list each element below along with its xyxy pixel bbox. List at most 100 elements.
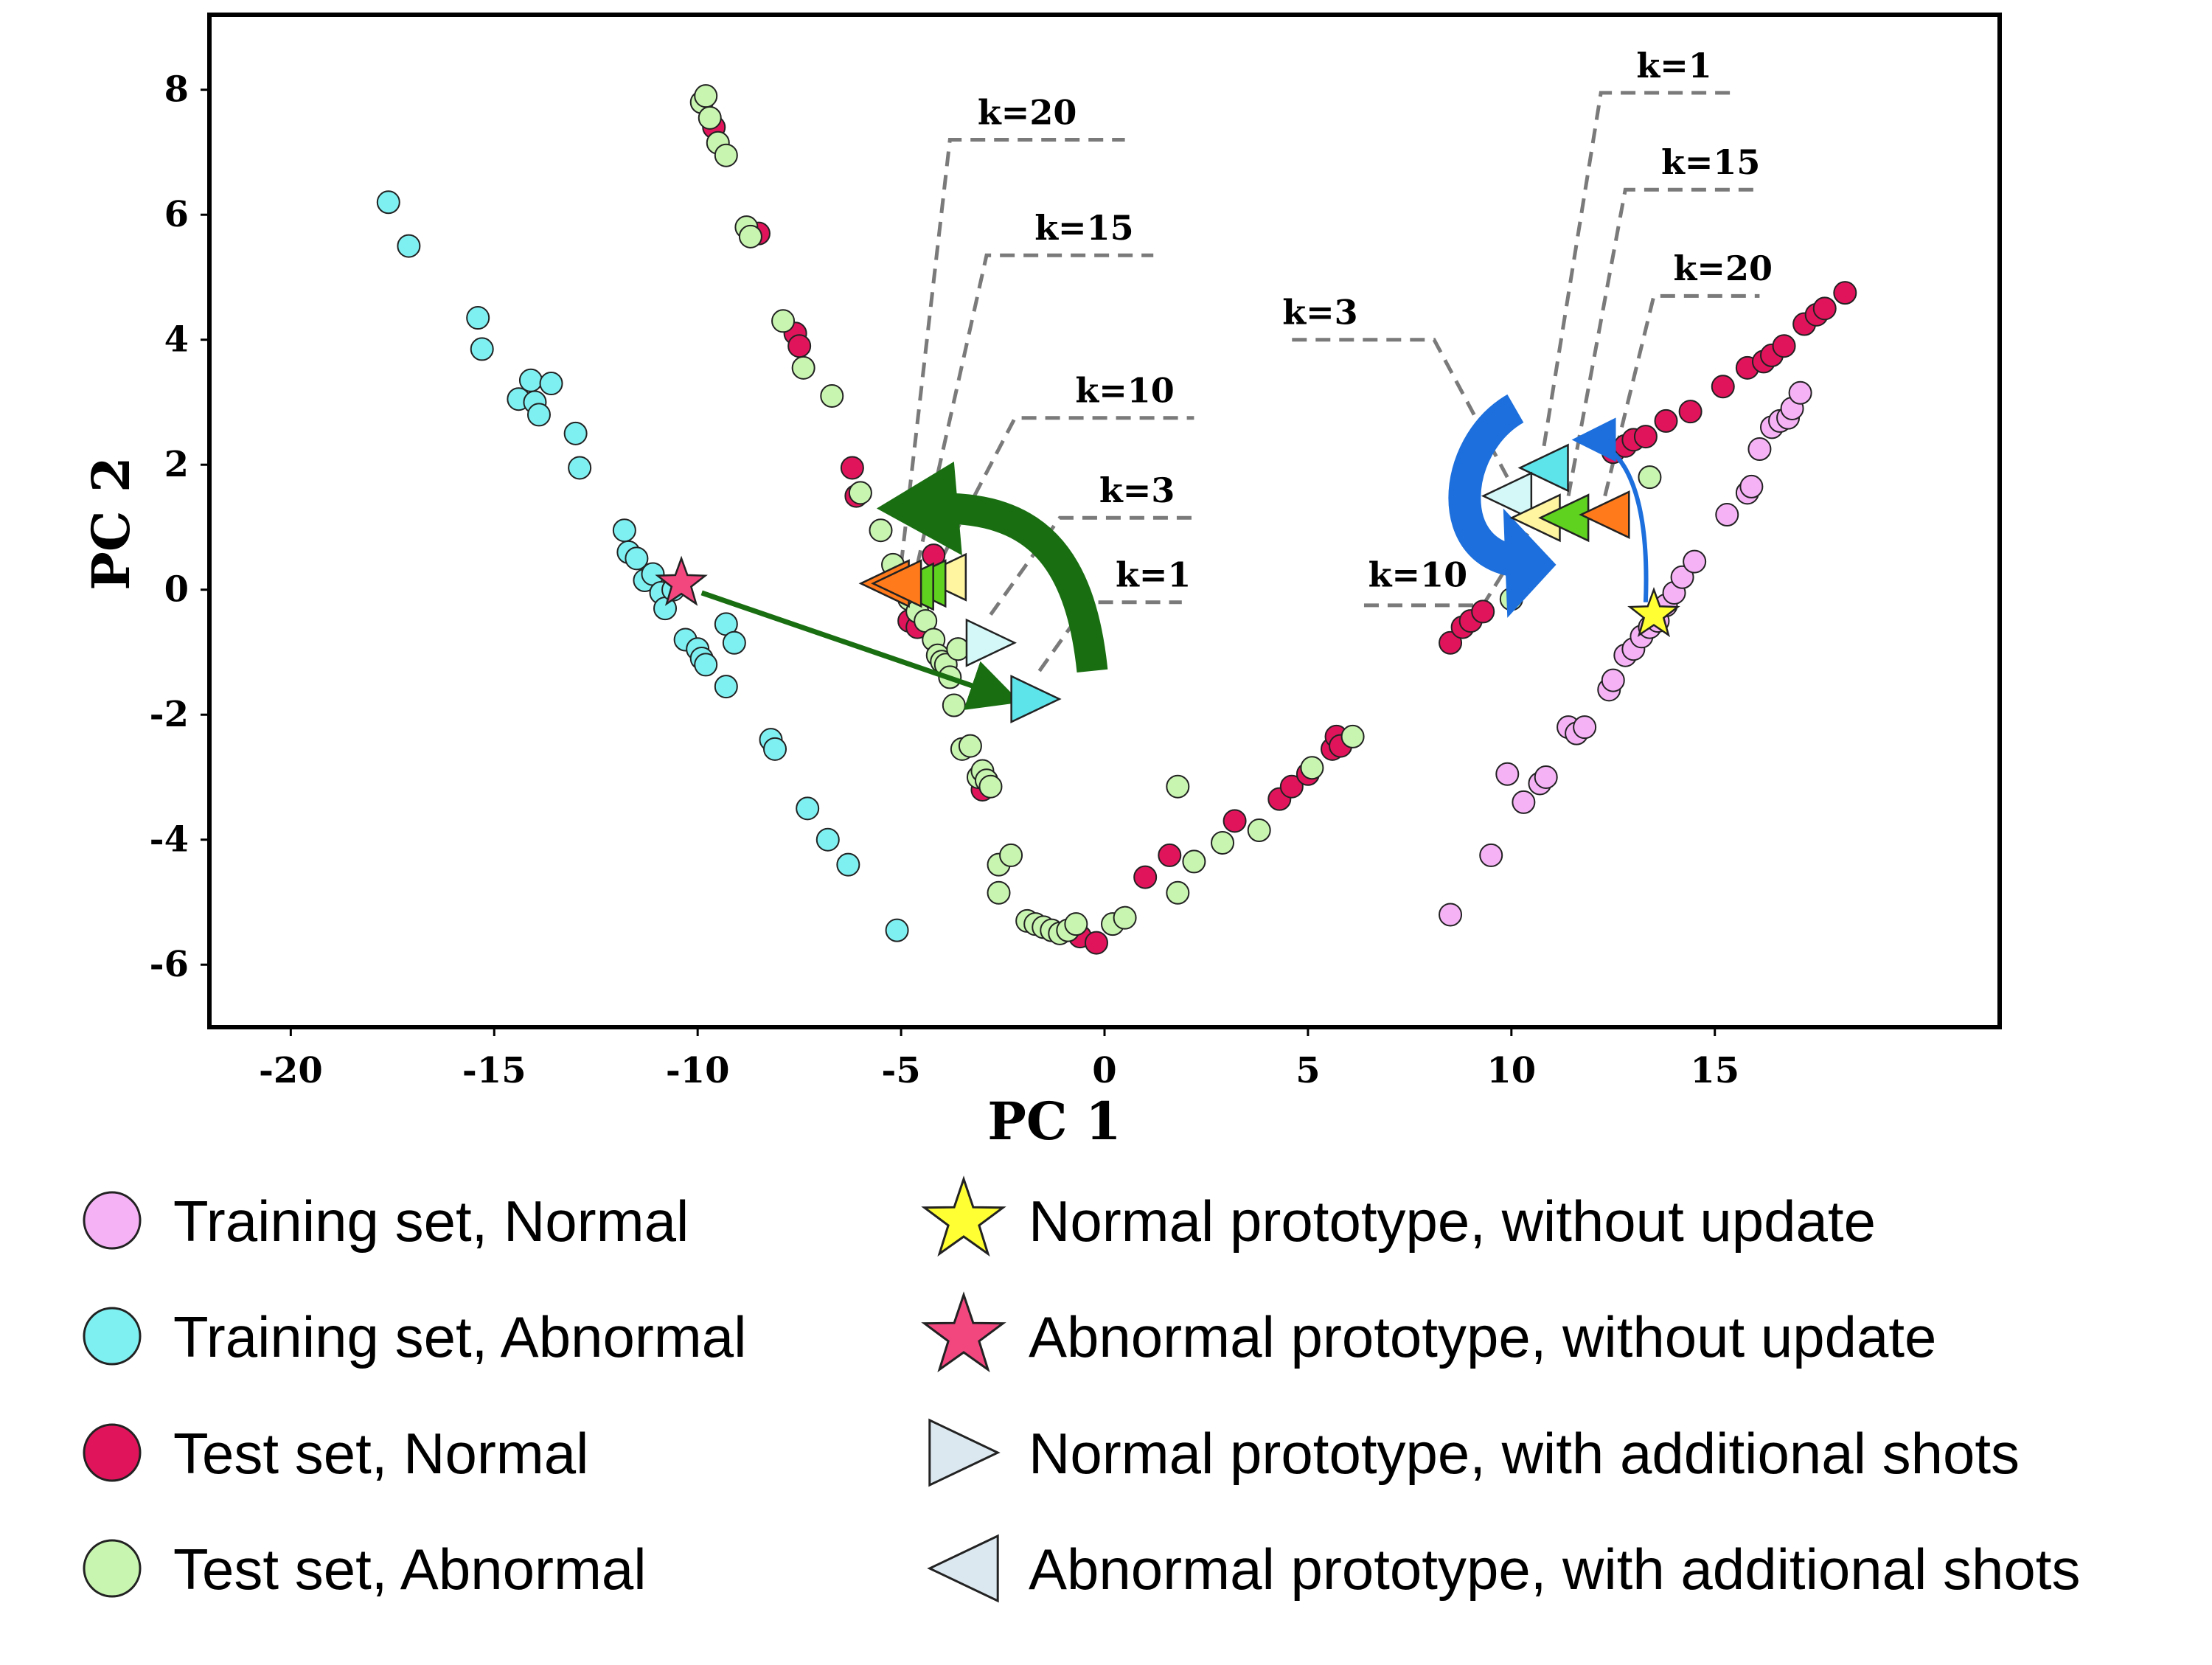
point-train-normal	[1495, 762, 1520, 786]
legend-triangle-swatch	[928, 1418, 1001, 1487]
blue-curved-arrow-head	[1503, 508, 1557, 618]
x-tick-label: -5	[881, 1050, 920, 1091]
point-test-abnormal	[978, 774, 1003, 799]
legend-star-swatch	[921, 1175, 1006, 1257]
legend-label: Training set, Abnormal	[173, 1304, 747, 1369]
point-train-abnormal	[625, 546, 649, 571]
k-label: k=20	[978, 92, 1077, 132]
y-tick-label: -6	[150, 944, 189, 985]
legend-label: Test set, Abnormal	[173, 1537, 647, 1602]
k-label: k=20	[1674, 248, 1773, 288]
point-train-normal	[1683, 549, 1707, 574]
k-leader-line	[1542, 91, 1736, 447]
point-test-abnormal	[958, 734, 982, 758]
point-test-abnormal	[1211, 830, 1235, 855]
y-tick-label: 6	[164, 194, 189, 235]
k-label: k=10	[1075, 370, 1174, 410]
point-test-abnormal	[1182, 849, 1206, 874]
point-train-abnormal	[563, 421, 588, 445]
point-train-abnormal	[714, 675, 738, 699]
point-train-abnormal	[796, 796, 820, 821]
point-test-abnormal	[999, 843, 1023, 867]
point-test-abnormal	[698, 105, 722, 130]
point-train-abnormal	[568, 456, 592, 480]
shift-arrows	[700, 394, 1649, 710]
prototype-markers	[655, 443, 1680, 724]
point-test-abnormal	[869, 518, 893, 543]
point-test-normal	[1439, 630, 1463, 655]
point-test-normal	[1084, 931, 1108, 955]
k-leader-line	[989, 515, 1198, 616]
point-train-normal	[1512, 790, 1536, 814]
point-test-abnormal	[1300, 756, 1324, 780]
point-test-normal	[1133, 865, 1158, 889]
point-test-normal	[1471, 599, 1495, 624]
x-tick-label: 5	[1295, 1050, 1320, 1091]
point-test-normal	[1772, 334, 1796, 358]
point-test-abnormal	[771, 309, 796, 333]
legend-label: Training set, Normal	[173, 1189, 689, 1254]
y-tick-label: 8	[164, 69, 189, 111]
legend-label: Test set, Normal	[173, 1421, 588, 1486]
k-label: k=1	[1116, 555, 1191, 594]
x-tick-label: -10	[666, 1050, 730, 1091]
point-train-abnormal	[763, 737, 787, 761]
x-tick-label: 10	[1486, 1050, 1536, 1091]
point-test-normal	[1158, 843, 1182, 867]
x-tick-label: -15	[462, 1050, 526, 1091]
k-leader-lines	[899, 91, 1760, 672]
point-test-normal	[1633, 425, 1658, 449]
point-train-normal	[1534, 765, 1558, 789]
axis-ticks: -20 -15 -10 -5 0 5 10 15 8 6 4 2 0 -2 -4 -6	[150, 69, 1739, 1091]
legend: Training set, Normal Training set, Abnorm…	[83, 1175, 2080, 1603]
point-test-abnormal	[1638, 465, 1662, 490]
point-test-abnormal	[1340, 724, 1365, 748]
legend-label: Normal prototype, with additional shots	[1029, 1421, 2020, 1486]
legend-swatch-test-abnormal	[83, 1539, 142, 1598]
point-train-abnormal	[612, 518, 636, 543]
x-tick-label: 0	[1092, 1050, 1116, 1091]
legend-star-swatch	[921, 1291, 1006, 1373]
k-leader-line	[1566, 187, 1760, 497]
x-tick-label: -20	[259, 1050, 323, 1091]
x-tick-label: 15	[1690, 1050, 1739, 1091]
normal-prototype-star	[1627, 586, 1680, 638]
point-train-abnormal	[836, 852, 860, 877]
point-train-abnormal	[815, 827, 840, 852]
point-train-abnormal	[466, 306, 490, 330]
abnormal-prototype-triangle	[1517, 443, 1569, 493]
point-train-normal	[1439, 903, 1463, 927]
point-train-normal	[1788, 380, 1812, 405]
point-test-normal	[1279, 774, 1304, 799]
point-train-normal	[1670, 565, 1694, 589]
k-label: k=3	[1099, 470, 1175, 510]
normal-prototype-triangle	[965, 618, 1017, 667]
point-train-abnormal	[526, 403, 551, 427]
point-test-abnormal	[1247, 818, 1271, 843]
blue-curved-arrow	[1448, 394, 1526, 578]
legend-swatch-test-normal	[83, 1423, 142, 1482]
point-test-abnormal	[1113, 906, 1137, 930]
point-test-normal	[1222, 809, 1247, 833]
point-test-abnormal	[714, 143, 738, 167]
point-test-normal	[1678, 400, 1703, 424]
legend-label: Normal prototype, without update	[1029, 1189, 1876, 1254]
y-tick-label: 0	[164, 569, 189, 611]
y-tick-label: 4	[164, 319, 189, 361]
point-test-normal	[840, 456, 864, 480]
k-label: k=3	[1282, 293, 1357, 333]
k-leader-line	[1037, 600, 1182, 672]
point-train-abnormal	[694, 653, 718, 677]
point-train-normal	[1601, 668, 1625, 692]
y-tick-label: -4	[150, 819, 189, 861]
point-train-normal	[1479, 843, 1503, 867]
point-train-normal	[1747, 437, 1772, 462]
green-curved-arrow-head	[876, 461, 962, 556]
point-test-abnormal	[1064, 912, 1088, 936]
legend-label: Abnormal prototype, with additional shot…	[1029, 1537, 2080, 1602]
k-leader-line	[915, 253, 1154, 566]
point-test-abnormal	[848, 481, 872, 505]
k-label: k=15	[1661, 142, 1760, 182]
point-test-abnormal	[942, 693, 966, 717]
